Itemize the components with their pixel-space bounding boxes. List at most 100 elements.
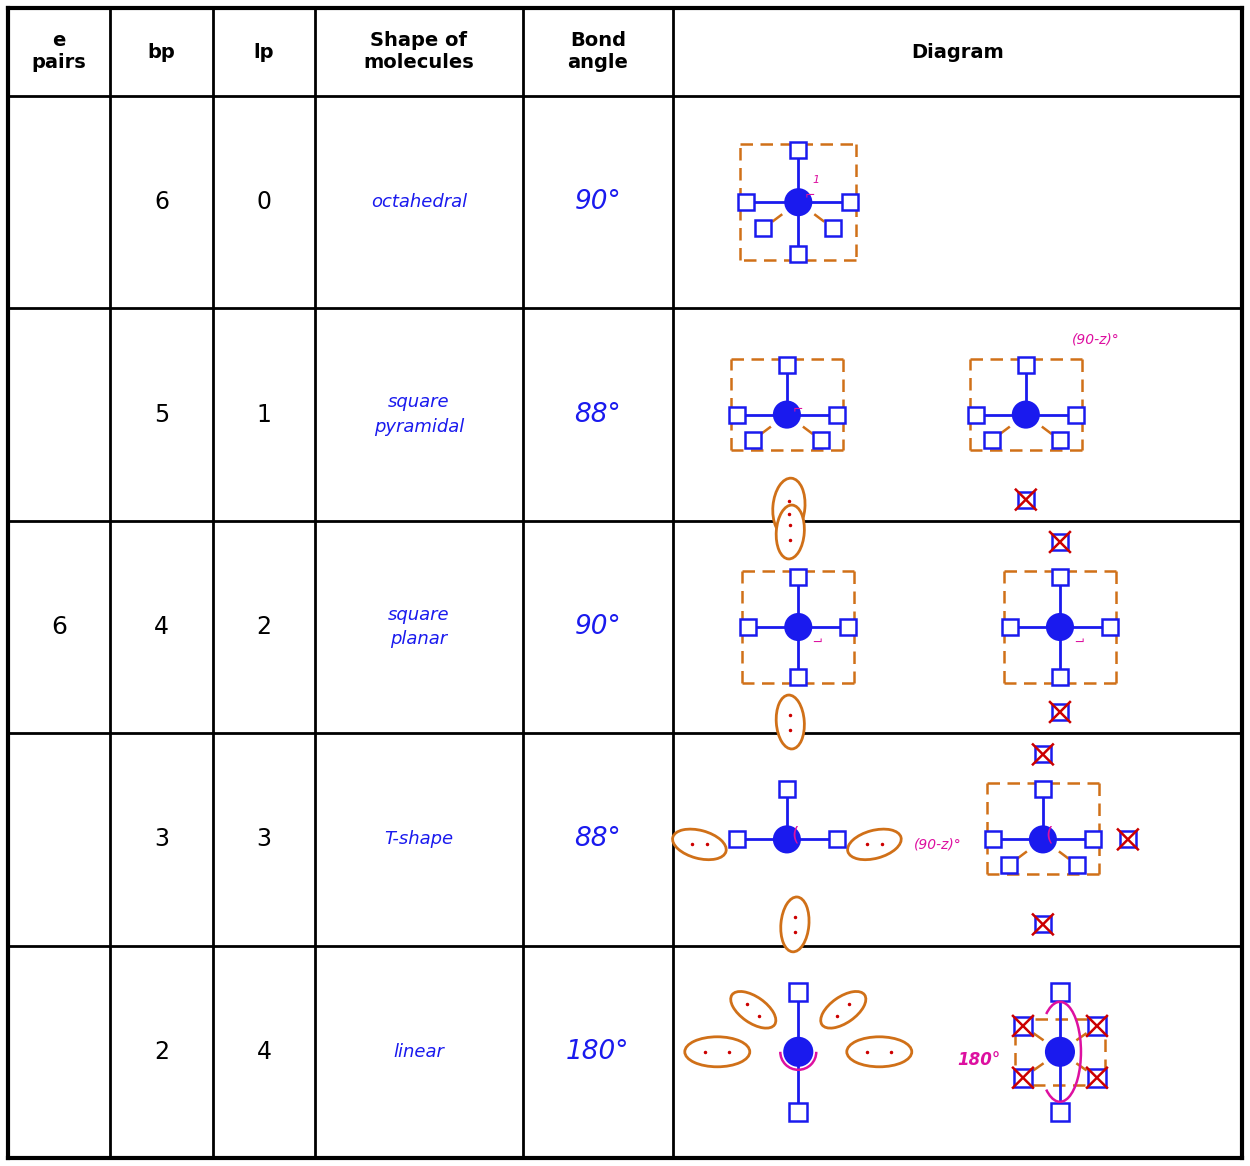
Ellipse shape — [821, 991, 866, 1028]
Text: 5: 5 — [154, 402, 169, 427]
Bar — [1035, 746, 1051, 763]
Ellipse shape — [776, 505, 804, 559]
Ellipse shape — [848, 829, 901, 859]
Bar — [779, 781, 795, 798]
Bar — [1035, 916, 1051, 933]
Bar — [779, 357, 795, 373]
Bar — [1102, 619, 1118, 635]
Bar — [985, 831, 1001, 848]
Text: octahedral: octahedral — [371, 194, 468, 211]
Text: 88°: 88° — [575, 827, 621, 852]
Bar — [825, 220, 841, 237]
Text: 4: 4 — [256, 1040, 271, 1063]
Bar — [790, 246, 806, 262]
Bar — [968, 407, 984, 422]
Bar — [1052, 534, 1068, 550]
Bar — [1001, 857, 1017, 873]
Ellipse shape — [772, 478, 805, 536]
Text: 4: 4 — [154, 614, 169, 639]
Text: 0: 0 — [256, 190, 271, 215]
Bar — [1052, 704, 1068, 719]
Bar — [790, 569, 806, 585]
Ellipse shape — [781, 897, 809, 951]
Bar — [1017, 492, 1034, 507]
Bar — [740, 619, 756, 635]
Text: 88°: 88° — [575, 401, 621, 428]
Bar — [1085, 831, 1101, 848]
Text: square
pyramidal: square pyramidal — [374, 393, 464, 436]
Text: 1: 1 — [812, 175, 820, 185]
Text: 3: 3 — [256, 828, 271, 851]
Bar — [829, 831, 845, 848]
Bar — [1017, 357, 1034, 373]
Bar — [789, 983, 808, 1000]
Text: ⌐: ⌐ — [792, 402, 804, 415]
Text: 3: 3 — [154, 828, 169, 851]
Ellipse shape — [846, 1037, 911, 1067]
Text: 6: 6 — [51, 614, 68, 639]
Ellipse shape — [776, 695, 804, 749]
Bar — [790, 142, 806, 159]
Bar — [1120, 831, 1136, 848]
Text: (90-z)°: (90-z)° — [914, 837, 961, 851]
Bar — [1088, 1069, 1106, 1087]
Bar — [1035, 781, 1051, 798]
Text: linear: linear — [394, 1042, 444, 1061]
Text: 90°: 90° — [575, 189, 621, 216]
Text: ⌐: ⌐ — [1072, 633, 1082, 646]
Bar — [1088, 1017, 1106, 1035]
Bar — [1014, 1069, 1032, 1087]
Bar — [789, 1103, 808, 1121]
Bar — [1051, 983, 1069, 1000]
Text: Diagram: Diagram — [911, 42, 1004, 62]
Circle shape — [774, 401, 800, 428]
Text: 180°: 180° — [958, 1051, 1000, 1069]
Text: Bond
angle: Bond angle — [568, 31, 629, 72]
Circle shape — [1046, 1038, 1074, 1066]
Bar — [1051, 433, 1068, 448]
Bar — [729, 407, 745, 422]
Bar — [1014, 1017, 1032, 1035]
Circle shape — [1013, 401, 1039, 428]
Bar — [1068, 407, 1084, 422]
Text: 2: 2 — [256, 614, 271, 639]
Bar — [755, 220, 771, 237]
Text: lp: lp — [254, 42, 274, 62]
Circle shape — [774, 827, 800, 852]
Text: 180°: 180° — [566, 1039, 630, 1065]
Text: Shape of
molecules: Shape of molecules — [364, 31, 474, 72]
Text: (90-z)°: (90-z)° — [1072, 332, 1120, 346]
Text: 2: 2 — [154, 1040, 169, 1063]
Text: ⌐: ⌐ — [804, 188, 815, 202]
Bar — [1069, 857, 1085, 873]
Ellipse shape — [685, 1037, 750, 1067]
Text: (: ( — [1045, 826, 1052, 845]
Bar — [729, 831, 745, 848]
Bar — [840, 619, 856, 635]
Bar — [1051, 1103, 1069, 1121]
Bar — [790, 669, 806, 684]
Bar — [1052, 669, 1068, 684]
Circle shape — [1030, 827, 1056, 852]
Bar — [984, 433, 1000, 448]
Bar — [842, 195, 859, 210]
Text: 6: 6 — [154, 190, 169, 215]
Circle shape — [1048, 614, 1072, 640]
Bar — [812, 433, 829, 448]
Circle shape — [785, 189, 811, 216]
Bar — [739, 195, 754, 210]
Text: bp: bp — [148, 42, 175, 62]
Text: 90°: 90° — [575, 614, 621, 640]
Text: T-shape: T-shape — [384, 830, 454, 849]
Bar — [1052, 569, 1068, 585]
Circle shape — [784, 1038, 812, 1066]
Text: square
planar: square planar — [388, 605, 450, 648]
Ellipse shape — [731, 991, 776, 1028]
Ellipse shape — [672, 829, 726, 859]
Circle shape — [785, 614, 811, 640]
Bar — [1003, 619, 1018, 635]
Text: ⌐: ⌐ — [810, 633, 821, 646]
Text: e
pairs: e pairs — [31, 31, 86, 72]
Text: (: ( — [791, 826, 799, 845]
Bar — [829, 407, 845, 422]
